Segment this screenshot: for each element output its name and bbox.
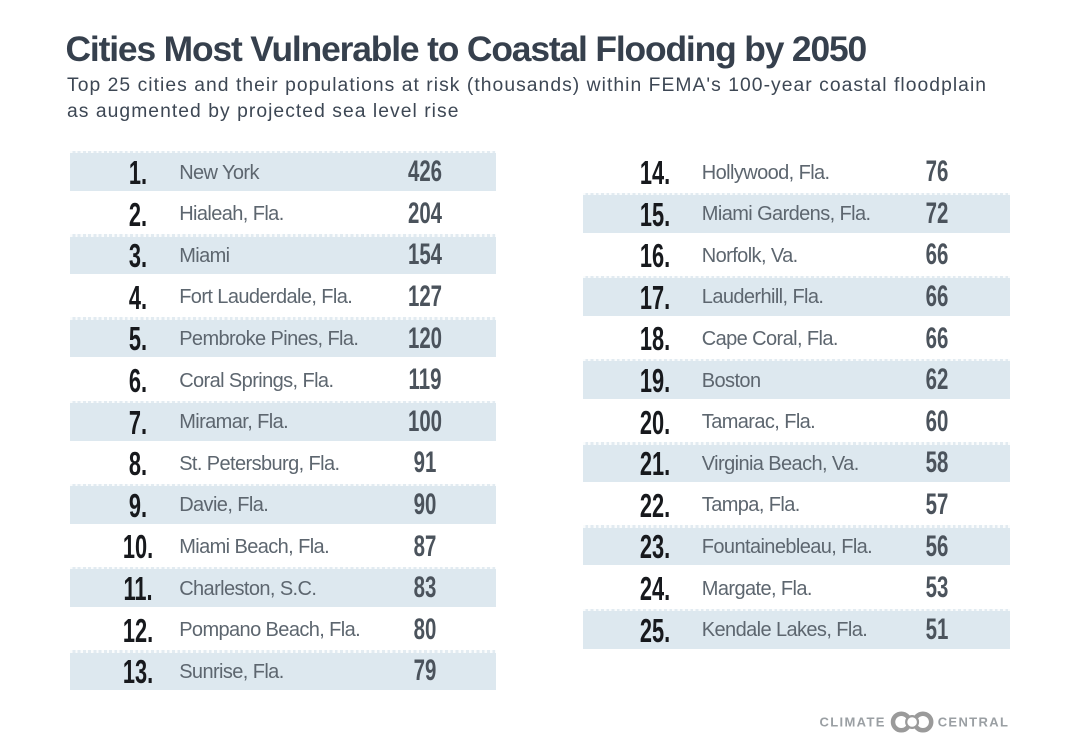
svg-text:CLIMATE: CLIMATE [820, 715, 886, 730]
svg-text:CENTRAL: CENTRAL [938, 715, 1010, 730]
